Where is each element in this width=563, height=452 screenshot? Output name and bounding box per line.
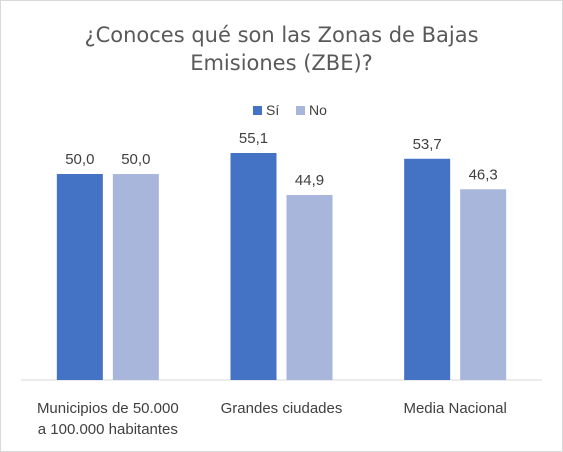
data-label-si-2: 53,7 [413, 136, 442, 153]
bar-no-0 [112, 174, 159, 380]
bar-no-2 [460, 189, 507, 380]
chart-title-line-1: ¿Conoces qué son las Zonas de Bajas [84, 23, 479, 47]
category-label-0-line-0: Municipios de 50.000 [37, 400, 179, 417]
category-label-0-line-1: a 100.000 habitantes [38, 421, 178, 438]
bar-si-2 [404, 158, 451, 380]
data-label-si-0: 50,0 [65, 151, 94, 168]
category-label-2-line-0: Media Nacional [403, 400, 506, 417]
data-label-si-1: 55,1 [239, 130, 268, 147]
chart-title-line-2: Emisiones (ZBE)? [190, 51, 373, 75]
data-label-no-0: 50,0 [121, 151, 150, 168]
data-label-no-1: 44,9 [295, 172, 324, 189]
bar-no-1 [286, 195, 333, 380]
legend-label-no: No [309, 102, 327, 118]
legend-label-si: Sí [266, 102, 279, 118]
legend-swatch-no [296, 106, 305, 115]
category-label-1-line-0: Grandes ciudades [221, 400, 343, 417]
legend-swatch-si [253, 106, 262, 115]
bar-si-1 [230, 153, 277, 380]
bar-si-0 [56, 174, 103, 380]
chart-title: ¿Conoces qué son las Zonas de Bajas Emis… [1, 21, 562, 77]
data-label-no-2: 46,3 [469, 166, 498, 183]
